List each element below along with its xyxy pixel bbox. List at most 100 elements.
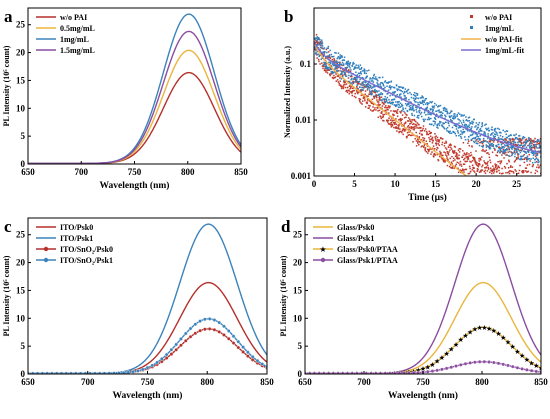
data-point — [468, 144, 471, 147]
data-point — [508, 160, 510, 163]
y-axis-title: PL Intensity (10⁵ count) — [2, 255, 11, 336]
data-point — [335, 52, 337, 54]
data-point — [526, 140, 528, 143]
data-point — [464, 138, 467, 141]
data-point — [390, 121, 393, 124]
data-point — [529, 368, 534, 373]
data-point — [443, 126, 445, 129]
data-point — [515, 157, 518, 159]
data-point — [498, 172, 501, 174]
data-point — [347, 71, 350, 74]
data-point — [339, 54, 341, 56]
y-tick-label: 20 — [16, 48, 26, 58]
data-point — [412, 108, 414, 110]
data-point — [354, 67, 356, 70]
data-point — [333, 71, 336, 73]
series-glass-psk1-ptaa-markers — [305, 359, 541, 374]
data-point — [355, 80, 358, 83]
data-point — [433, 105, 435, 107]
data-point — [427, 116, 430, 119]
data-point — [524, 167, 527, 169]
data-point — [513, 134, 516, 137]
data-point — [481, 123, 483, 125]
data-point — [347, 60, 350, 63]
data-point — [484, 134, 487, 136]
data-point — [448, 151, 450, 153]
data-point — [473, 140, 475, 143]
data-point — [460, 163, 462, 166]
data-point — [431, 142, 434, 144]
data-point — [528, 138, 530, 140]
data-point — [529, 142, 532, 145]
data-point — [423, 139, 425, 142]
data-point — [315, 43, 318, 46]
data-point — [413, 128, 415, 131]
data-point — [435, 142, 437, 144]
data-point — [347, 77, 350, 79]
data-point — [458, 122, 460, 124]
data-point — [464, 160, 466, 163]
plot-area: ★★★★★★★★★★★★★★★★★★★★★★★★★★★★★★★★★★★★★★★★… — [305, 223, 541, 374]
data-point — [527, 151, 530, 153]
series-glass-psk0-ptaa-markers: ★★★★★★★★★★★★★★★★★★★★★★★★★★★★★★★★★★★★★★★★… — [305, 324, 541, 374]
data-point — [351, 82, 353, 84]
data-point — [350, 85, 352, 88]
data-point — [539, 150, 541, 152]
data-point — [447, 154, 450, 156]
data-point — [59, 371, 64, 374]
data-point — [395, 112, 398, 114]
data-point — [358, 66, 360, 68]
data-point — [386, 85, 388, 87]
data-point — [444, 114, 446, 117]
data-point — [514, 141, 517, 144]
data-point — [500, 161, 502, 164]
data-point — [437, 109, 439, 112]
plot-area — [314, 34, 541, 176]
data-point — [479, 138, 481, 140]
data-point — [439, 114, 442, 117]
legend-label: Glass/Psk1 — [337, 234, 374, 243]
data-point — [481, 165, 483, 168]
data-point — [463, 121, 465, 123]
data-point — [338, 70, 340, 72]
data-point — [483, 162, 486, 164]
data-point — [362, 82, 364, 84]
data-point — [530, 148, 533, 150]
data-point — [475, 161, 477, 163]
data-point — [532, 157, 535, 160]
data-point — [416, 127, 418, 129]
data-point — [516, 151, 518, 153]
y-tick-label: 10 — [293, 313, 303, 323]
data-point — [328, 63, 331, 66]
data-point — [341, 74, 344, 77]
data-point — [428, 150, 430, 152]
data-point — [420, 127, 422, 129]
data-point — [467, 158, 470, 160]
data-point — [521, 150, 523, 152]
data-point — [446, 155, 448, 157]
data-point — [401, 90, 404, 93]
data-point — [384, 95, 386, 98]
data-point — [370, 87, 373, 89]
data-point — [326, 371, 331, 374]
data-point — [447, 121, 449, 124]
data-point — [424, 149, 427, 152]
data-point — [434, 136, 436, 138]
data-point — [497, 150, 499, 152]
data-point — [412, 128, 414, 130]
data-point — [445, 148, 448, 150]
x-tick-label: 750 — [128, 167, 142, 177]
data-point — [522, 171, 525, 174]
data-point — [520, 139, 523, 142]
data-point — [444, 117, 446, 119]
data-point — [357, 82, 360, 85]
data-point — [390, 124, 392, 126]
data-point — [507, 135, 510, 138]
data-point — [465, 123, 468, 126]
data-point — [538, 141, 541, 143]
data-point — [508, 155, 510, 157]
data-point — [207, 327, 212, 331]
data-point — [470, 151, 472, 154]
data-point — [375, 96, 378, 99]
data-point — [422, 99, 424, 102]
